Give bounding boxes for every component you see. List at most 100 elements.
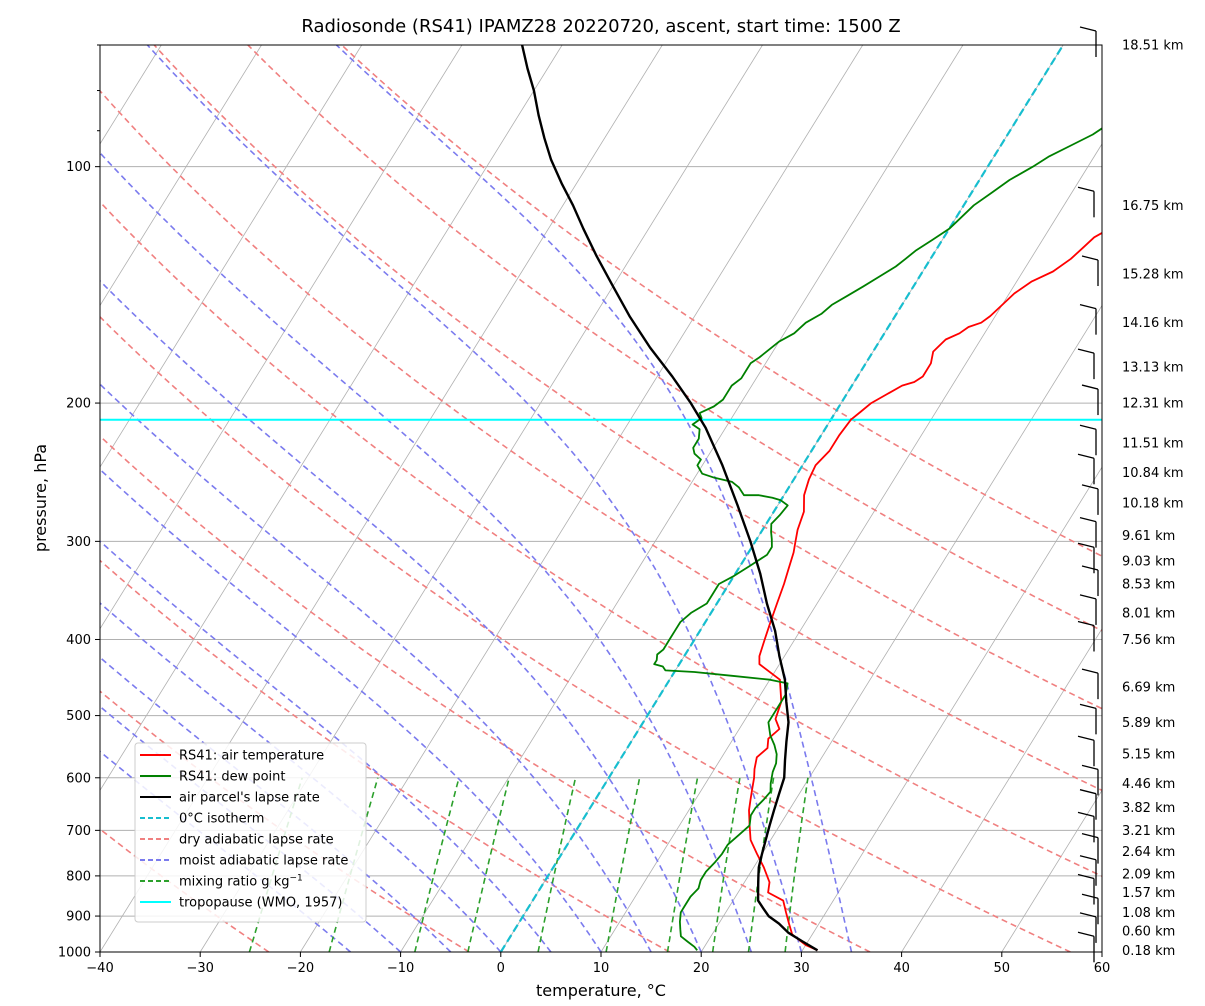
dry-adiabat: [100, 89, 1102, 792]
legend-entry: mixing ratio g kg−1: [179, 874, 303, 890]
x-tick-label: −10: [387, 961, 414, 976]
wind-barb-flag: [1079, 789, 1097, 795]
isotherm-gridline: [901, 628, 1102, 952]
y-tick-label: 600: [66, 771, 91, 786]
height-label: 0.18 km: [1122, 944, 1175, 959]
wind-barb-flag: [1079, 304, 1097, 310]
height-label: 6.69 km: [1122, 681, 1175, 696]
height-label: 3.82 km: [1122, 801, 1175, 816]
wind-barb-flag: [1081, 668, 1099, 674]
height-label: 9.03 km: [1122, 555, 1175, 570]
height-label: 8.01 km: [1122, 606, 1175, 621]
legend-entry: moist adiabatic lapse rate: [179, 854, 348, 869]
x-tick-label: 40: [893, 961, 910, 976]
height-label: 2.64 km: [1122, 845, 1175, 860]
isotherm-gridline: [100, 45, 363, 468]
isotherm-gridline: [400, 45, 964, 952]
x-tick-label: 60: [1094, 961, 1111, 976]
height-label: 9.61 km: [1122, 529, 1175, 544]
legend: RS41: air temperature RS41: dew point air …: [134, 742, 367, 923]
moist-adiabat: [100, 383, 652, 952]
isotherm-gridline: [801, 466, 1102, 952]
wind-barb-flag: [1081, 484, 1099, 490]
height-label: 4.46 km: [1122, 777, 1175, 792]
x-tick-label: 20: [693, 961, 710, 976]
axes: −40 −30 −20 −10 0 10 20 30 40 50 60 100 200 300 400 500…: [58, 44, 1111, 976]
height-label: 18.51 km: [1122, 39, 1184, 54]
dry-adiabat: [341, 45, 1102, 558]
y-tick-label: 700: [66, 824, 91, 839]
wind-barb-flag: [1079, 516, 1097, 523]
wind-barb-flag: [1081, 893, 1099, 899]
wind-barb-flag: [1077, 186, 1095, 192]
height-label: 3.21 km: [1122, 824, 1175, 839]
wind-barb-flag: [1081, 255, 1099, 261]
x-tick-label: 0: [497, 961, 505, 976]
dry-adiabat: [100, 559, 670, 952]
dry-adiabat: [247, 45, 1102, 632]
height-label: 2.09 km: [1122, 867, 1175, 882]
mixing-ratio-line: [605, 777, 641, 952]
legend-entry: RS41: air temperature: [179, 749, 324, 764]
mixing-ratio-line: [666, 777, 699, 952]
dry-adiabat: [100, 315, 1071, 952]
moist-adiabat: [100, 151, 753, 952]
isotherm-gridline: [700, 304, 1102, 952]
height-label: 8.53 km: [1122, 578, 1175, 593]
y-tick-label: 500: [66, 709, 91, 724]
legend-entry: dry adiabatic lapse rate: [179, 833, 334, 848]
wind-barb-flag: [1079, 912, 1097, 918]
wind-barb-flag: [1079, 703, 1097, 709]
y-tick-label: 400: [66, 633, 91, 648]
x-tick-label: 30: [793, 961, 810, 976]
height-label: 15.28 km: [1122, 268, 1184, 283]
moist-adiabat: [100, 468, 602, 952]
dry-adiabat: [100, 200, 1102, 878]
wind-barb-flag: [1079, 424, 1097, 430]
y-axis-label: pressure, hPa: [31, 444, 50, 552]
wind-barb-flag: [1079, 594, 1097, 600]
wind-barb-flag: [1077, 453, 1095, 459]
height-label: 11.51 km: [1122, 437, 1184, 452]
dry-adiabat: [100, 435, 871, 952]
y-tick-label: 1000: [58, 946, 91, 961]
wind-barb-flag: [1077, 735, 1095, 741]
moist-adiabat: [335, 45, 853, 952]
zero-isotherm: [499, 45, 1065, 952]
y-tick-label: 300: [66, 535, 91, 550]
mixing-ratio-line: [467, 777, 510, 952]
chart-title: Radiosonde (RS41) IPAMZ28 20220720, asce…: [301, 16, 900, 37]
legend-entry: 0°C isotherm: [179, 812, 264, 827]
height-label: 10.18 km: [1122, 496, 1184, 511]
mixing-ratio-line: [784, 777, 809, 952]
height-label: 12.31 km: [1122, 397, 1184, 412]
wind-barb-flag: [1077, 348, 1095, 354]
isotherm-gridline: [100, 45, 262, 307]
y-tick-label: 100: [66, 160, 91, 175]
x-tick-label: 10: [593, 961, 610, 976]
mixing-ratio-line: [747, 777, 775, 952]
height-label: 0.60 km: [1122, 924, 1175, 939]
height-label: 7.56 km: [1122, 633, 1175, 648]
wind-barb-flag: [1081, 384, 1099, 390]
wind-barb-flag: [1077, 542, 1095, 548]
dew-point-line: [653, 127, 1102, 951]
wind-barb-flag: [1081, 764, 1099, 771]
mixing-ratio-line: [328, 777, 379, 952]
moist-adiabat: [100, 279, 702, 952]
air-temperature-line: [748, 231, 1102, 952]
height-label: 5.15 km: [1122, 748, 1175, 763]
legend-box: [134, 742, 367, 923]
legend-entry: tropopause (WMO, 1957): [179, 896, 342, 911]
mixing-ratio-line: [711, 777, 741, 952]
wind-barb-flag: [1077, 931, 1095, 937]
wind-barb-flag: [1077, 620, 1095, 627]
wind-barb-flag: [1081, 565, 1099, 571]
moist-adiabat: [146, 45, 803, 952]
height-label: 14.16 km: [1122, 316, 1184, 331]
legend-entry: air parcel's lapse rate: [179, 791, 320, 806]
isotherm-gridline: [100, 45, 463, 630]
height-label: 13.13 km: [1122, 361, 1184, 376]
height-label: 16.75 km: [1122, 199, 1184, 214]
height-label: 10.84 km: [1122, 466, 1184, 481]
